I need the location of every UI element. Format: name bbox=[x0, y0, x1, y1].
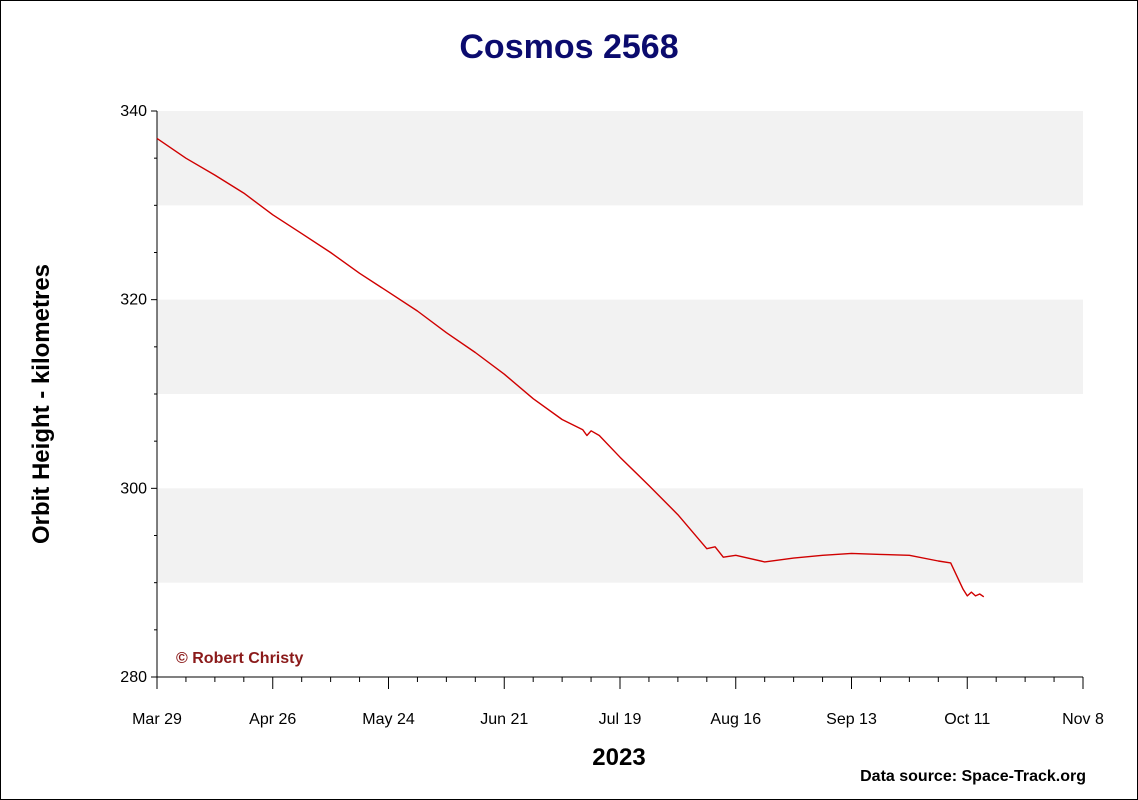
x-tick-label: May 24 bbox=[362, 711, 415, 728]
grid-band bbox=[157, 299, 1083, 394]
x-tick-label: Mar 29 bbox=[132, 711, 182, 728]
x-tick-label: Apr 26 bbox=[249, 711, 296, 728]
data-source-note: Data source: Space-Track.org bbox=[860, 768, 1086, 785]
y-tick-label: 280 bbox=[120, 669, 147, 686]
x-tick-label: Jun 21 bbox=[480, 711, 528, 728]
x-tick-label: Aug 16 bbox=[710, 711, 761, 728]
y-tick-label: 300 bbox=[120, 480, 147, 497]
x-tick-label: Sep 13 bbox=[826, 711, 877, 728]
grid-band bbox=[157, 111, 1083, 206]
orbit-height-series-line bbox=[156, 137, 985, 598]
copyright-annotation: © Robert Christy bbox=[176, 650, 304, 667]
x-axis-label: 2023 bbox=[592, 744, 646, 771]
x-tick-label: Oct 11 bbox=[944, 711, 990, 728]
chart-title: Cosmos 2568 bbox=[459, 28, 679, 66]
x-tick-label: Nov 8 bbox=[1062, 711, 1104, 728]
grid-band bbox=[157, 488, 1083, 583]
y-tick-label: 320 bbox=[120, 292, 147, 309]
x-tick-label: Jul 19 bbox=[599, 711, 642, 728]
y-tick-label: 340 bbox=[120, 103, 147, 120]
